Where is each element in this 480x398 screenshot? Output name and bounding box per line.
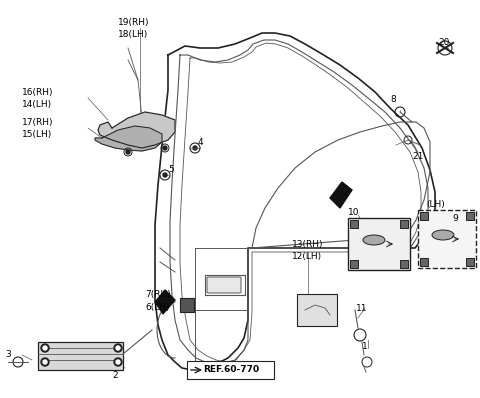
Bar [400, 260, 408, 268]
Polygon shape [155, 290, 175, 314]
Text: 8: 8 [390, 95, 396, 104]
Text: 16(RH): 16(RH) [22, 88, 53, 97]
Circle shape [116, 346, 120, 350]
Circle shape [126, 150, 130, 154]
Circle shape [116, 360, 120, 364]
Bar [180, 298, 194, 312]
Bar [348, 218, 410, 270]
Ellipse shape [363, 235, 385, 245]
Polygon shape [330, 182, 352, 208]
Circle shape [163, 173, 167, 177]
FancyBboxPatch shape [297, 294, 337, 326]
Bar [466, 258, 474, 266]
Text: 7(RH): 7(RH) [145, 290, 171, 299]
Bar [418, 210, 476, 268]
Text: 9: 9 [452, 214, 458, 223]
Text: 6(LH): 6(LH) [145, 303, 169, 312]
Text: 3: 3 [5, 350, 11, 359]
FancyBboxPatch shape [187, 361, 274, 379]
Text: 21: 21 [412, 152, 423, 161]
Circle shape [114, 358, 122, 366]
Bar [400, 220, 408, 228]
Polygon shape [95, 126, 162, 151]
Circle shape [43, 346, 47, 350]
Text: 1: 1 [362, 342, 368, 351]
Circle shape [43, 360, 47, 364]
Text: 13(RH): 13(RH) [292, 240, 324, 249]
Bar [350, 220, 358, 228]
FancyBboxPatch shape [207, 277, 241, 293]
Text: 14(LH): 14(LH) [22, 100, 52, 109]
Polygon shape [98, 112, 175, 148]
Bar [466, 212, 474, 220]
Text: 12(LH): 12(LH) [292, 252, 322, 261]
Bar [38, 342, 123, 370]
Text: 11: 11 [356, 304, 368, 313]
Text: 10: 10 [348, 208, 360, 217]
Text: 17(RH): 17(RH) [22, 118, 53, 127]
Text: 4: 4 [198, 138, 204, 147]
Text: 5: 5 [168, 165, 174, 174]
Bar [420, 212, 428, 220]
Circle shape [41, 358, 49, 366]
Text: 18(LH): 18(LH) [118, 30, 148, 39]
Text: 20: 20 [438, 38, 449, 47]
Circle shape [41, 344, 49, 352]
Text: 19(RH): 19(RH) [118, 18, 149, 27]
Text: 2: 2 [112, 371, 118, 380]
Ellipse shape [432, 230, 454, 240]
Circle shape [193, 146, 197, 150]
Text: REF.60-770: REF.60-770 [203, 365, 259, 375]
Bar [420, 258, 428, 266]
Circle shape [114, 344, 122, 352]
Circle shape [163, 146, 167, 150]
Text: (LH): (LH) [426, 200, 445, 209]
Bar [350, 260, 358, 268]
Text: 15(LH): 15(LH) [22, 130, 52, 139]
